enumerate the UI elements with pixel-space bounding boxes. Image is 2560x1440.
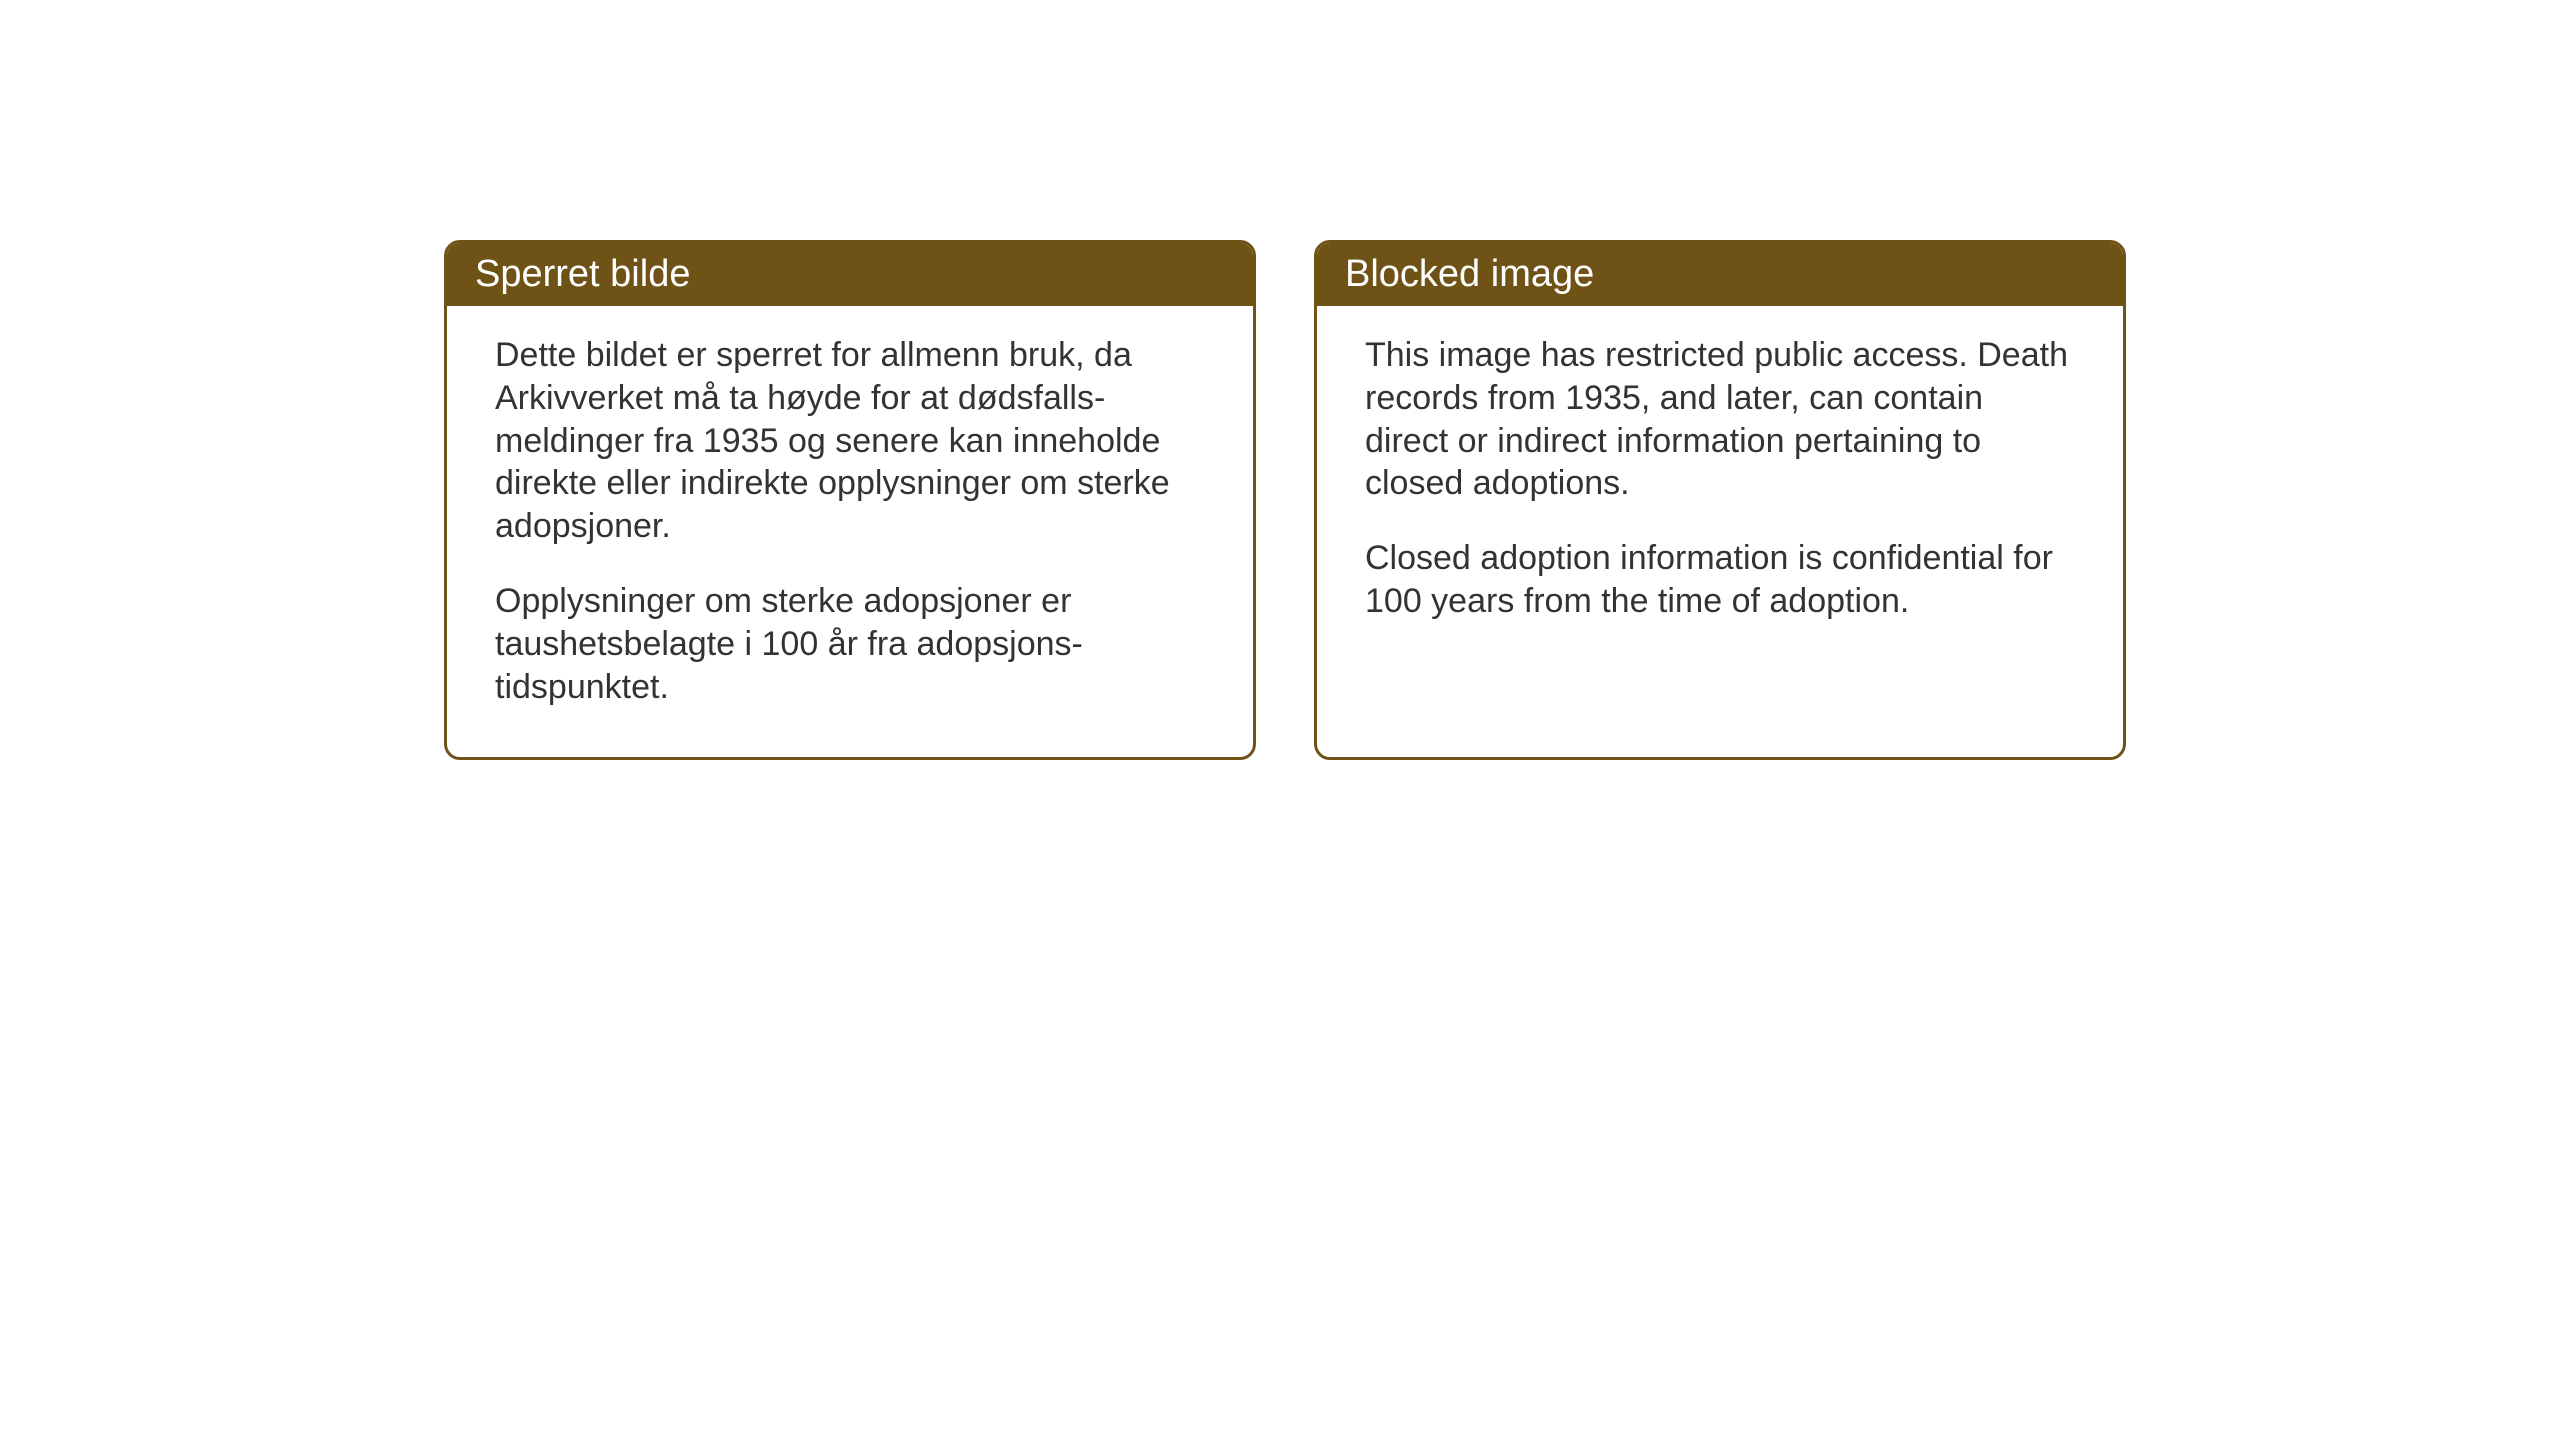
notice-card-norwegian: Sperret bilde Dette bildet er sperret fo…: [444, 240, 1256, 760]
card-header-english: Blocked image: [1317, 243, 2123, 306]
notice-container: Sperret bilde Dette bildet er sperret fo…: [444, 240, 2126, 760]
card-paragraph-1-norwegian: Dette bildet er sperret for allmenn bruk…: [495, 334, 1205, 548]
card-body-norwegian: Dette bildet er sperret for allmenn bruk…: [447, 306, 1253, 757]
card-body-english: This image has restricted public access.…: [1317, 306, 2123, 671]
card-paragraph-1-english: This image has restricted public access.…: [1365, 334, 2075, 505]
card-paragraph-2-english: Closed adoption information is confident…: [1365, 537, 2075, 623]
card-header-norwegian: Sperret bilde: [447, 243, 1253, 306]
card-title-norwegian: Sperret bilde: [475, 253, 690, 295]
card-title-english: Blocked image: [1345, 253, 1594, 295]
card-paragraph-2-norwegian: Opplysninger om sterke adopsjoner er tau…: [495, 580, 1205, 708]
notice-card-english: Blocked image This image has restricted …: [1314, 240, 2126, 760]
